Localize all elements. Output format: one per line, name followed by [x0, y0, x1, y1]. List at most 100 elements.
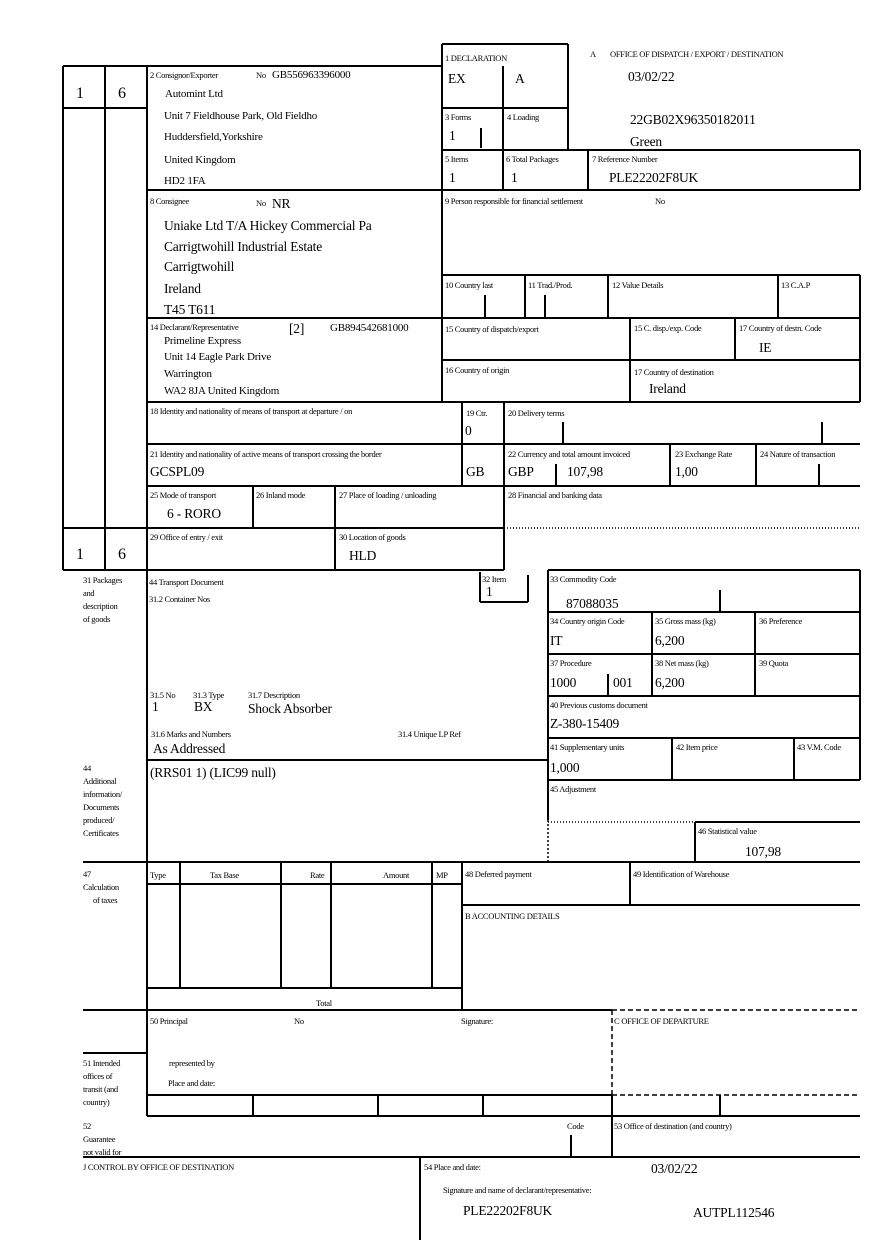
box18-label: 18 Identity and nationality of means of …	[150, 406, 353, 416]
items-label: 5 Items	[445, 154, 469, 164]
accounting-details-label: B ACCOUNTING DETAILS	[465, 911, 560, 921]
tax-header-type: Type	[150, 870, 166, 880]
consignee-label: 8 Consignee	[150, 196, 189, 206]
consignor-name: Automint Ltd	[165, 88, 223, 100]
box36-label: 36 Preference	[759, 616, 803, 626]
box19-label: 19 Ctr.	[466, 408, 488, 418]
consignor-city: Huddersfield,Yorkshire	[164, 131, 263, 143]
package-type-label: 31.3 Type	[193, 690, 225, 700]
consignee-country: Ireland	[164, 281, 201, 296]
box45-label: 45 Adjustment	[550, 784, 596, 794]
reference-value: PLE22202F8UK	[609, 170, 699, 185]
unique-lp-ref-label: 31.4 Unique LP Ref	[398, 729, 461, 739]
box46-value: 107,98	[745, 844, 781, 859]
box47-label: of taxes	[93, 895, 118, 905]
box30-label: 30 Location of goods	[339, 532, 406, 542]
box41-label: 41 Supplementary units	[550, 742, 625, 752]
marks-value: As Addressed	[153, 741, 226, 756]
box31-label: description	[83, 601, 118, 611]
box21-value: GCSPL09	[150, 464, 205, 479]
box50-signature-label: Signature:	[461, 1016, 493, 1026]
control-label: J CONTROL BY OFFICE OF DESTINATION	[83, 1162, 234, 1172]
forms-value: 1	[449, 128, 456, 143]
declarant-code: [2]	[289, 321, 305, 336]
box49-label: 49 Identification of Warehouse	[633, 869, 730, 879]
declaration-type-1: EX	[448, 71, 466, 86]
tax-header-base: Tax Base	[210, 870, 239, 880]
items-value: 1	[449, 170, 456, 185]
declarant-name: AUTPL112546	[693, 1205, 775, 1220]
declarant-address: Unit 14 Eagle Park Drive	[164, 351, 272, 363]
tax-header-rate: Rate	[310, 870, 325, 880]
box16-label: 16 Country of origin	[445, 365, 510, 375]
box17c-value: IE	[759, 340, 772, 355]
box25-value: 6 - RORO	[167, 506, 221, 521]
consignee-city: Carrigtwohill	[164, 259, 235, 274]
box52-code-label: Code	[567, 1121, 584, 1131]
box21-label: 21 Identity and nationality of active me…	[150, 449, 382, 459]
box44-label: information/	[83, 789, 122, 799]
box17-value: Ireland	[649, 381, 686, 396]
place-date-label: Place and date:	[168, 1078, 215, 1088]
box44-label: Documents	[83, 802, 120, 812]
box22-amount: 107,98	[567, 464, 603, 479]
box31-label: and	[83, 588, 95, 598]
signature-name-label: Signature and name of declarant/represen…	[443, 1185, 592, 1195]
box22-label: 22 Currency and total amount invoiced	[508, 449, 630, 459]
box38-label: 38 Net mass (kg)	[655, 658, 709, 668]
box40-label: 40 Previous customs document	[550, 700, 648, 710]
box50-no-label: No	[294, 1016, 304, 1026]
packages-no: 1	[152, 699, 159, 714]
total-packages-label: 6 Total Packages	[506, 154, 559, 164]
declarant-label: 14 Declarant/Representative	[150, 322, 239, 332]
box34-label: 34 Country origin Code	[550, 616, 625, 626]
forms-label: 3 Forms	[445, 112, 472, 122]
box29-label: 29 Office of entry / exit	[150, 532, 223, 542]
box51-label: country)	[83, 1097, 110, 1107]
tax-header-amount: Amount	[383, 870, 410, 880]
box37-label: 37 Procedure	[550, 658, 592, 668]
box-a-date: 03/02/22	[628, 69, 675, 84]
box13-label: 13 C.A.P	[781, 280, 811, 290]
declaration-type-2: A	[515, 71, 525, 86]
box31-label: 31 Packages	[83, 575, 122, 585]
box44-label: produced/	[83, 815, 115, 825]
consignee-address: Carrigtwohill Industrial Estate	[164, 239, 323, 254]
box31-label: of goods	[83, 614, 111, 624]
declaration-label: 1 DECLARATION	[445, 53, 507, 63]
box52-label: 52	[83, 1121, 91, 1131]
goods-description: Shock Absorber	[248, 701, 332, 716]
box20-label: 20 Delivery terms	[508, 408, 565, 418]
box52-label: Guarantee	[83, 1134, 116, 1144]
box44-label: Additional	[83, 776, 117, 786]
box24-label: 24 Nature of transaction	[760, 449, 836, 459]
tax-total-label: Total	[316, 998, 332, 1008]
declarant-eori: GB894542681000	[330, 322, 409, 334]
box37-procedure: 1000	[550, 675, 577, 690]
box-a-mrn: 22GB02X96350182011	[630, 112, 756, 127]
consignee-no: NR	[272, 196, 291, 211]
box54-label: 54 Place and date:	[424, 1162, 481, 1172]
consignor-address: Unit 7 Fieldhouse Park, Old Fieldho	[164, 110, 318, 122]
box46-label: 46 Statistical value	[698, 826, 757, 836]
box10-label: 10 Country last	[445, 280, 493, 290]
box47-label: Calculation	[83, 882, 119, 892]
box50-label: 50 Principal	[150, 1016, 188, 1026]
box32-label: 32 Item	[482, 574, 507, 584]
consignor-country: United Kingdom	[164, 154, 236, 166]
copy-number: 1	[76, 85, 84, 102]
box35-label: 35 Gross mass (kg)	[655, 616, 716, 626]
marks-label: 31.6 Marks and Numbers	[151, 729, 231, 739]
box32-value: 1	[486, 584, 493, 599]
copy-total: 6	[118, 85, 126, 102]
box30-value: HLD	[349, 548, 377, 563]
box22-currency: GBP	[508, 464, 534, 479]
box9-no-label: No	[655, 196, 665, 206]
box23-label: 23 Exchange Rate	[675, 449, 733, 459]
packages-no-label: 31.5 No	[150, 690, 176, 700]
box44-label: Certificates	[83, 828, 119, 838]
consignee-no-label: No	[256, 198, 266, 208]
box11-label: 11 Trad./Prod.	[528, 280, 573, 290]
box-a-title: OFFICE OF DISPATCH / EXPORT / DESTINATIO…	[610, 49, 784, 59]
